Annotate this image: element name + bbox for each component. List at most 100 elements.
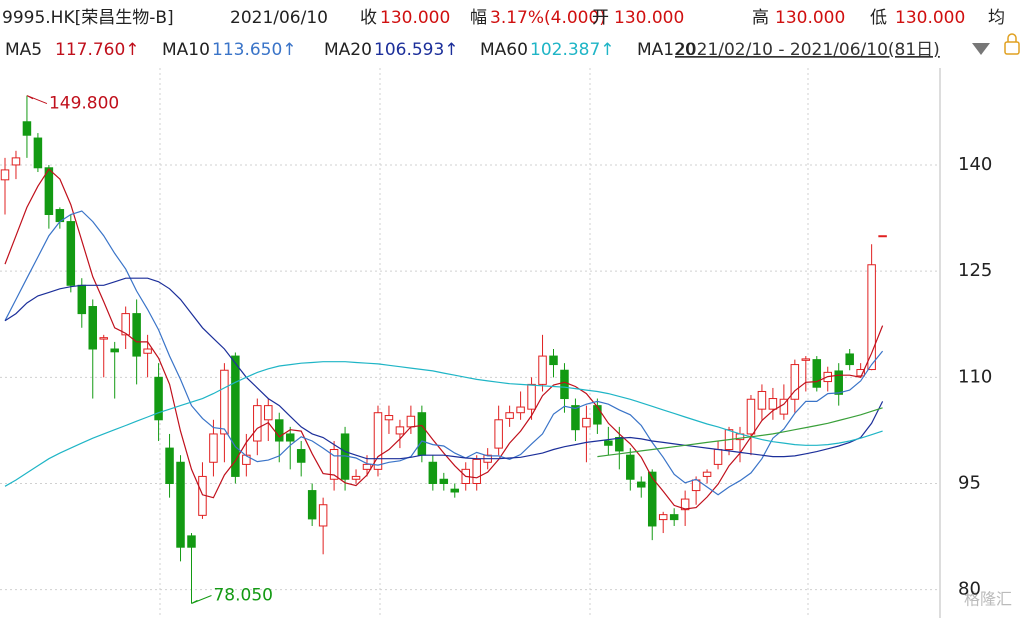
candle-body [658, 514, 668, 521]
ma-line [4, 277, 884, 460]
y-tick-label: 110 [958, 366, 992, 387]
legend-value: 102.387↑ [530, 40, 615, 60]
candle-body [604, 440, 613, 446]
candle-body [768, 398, 778, 410]
candle-body [110, 348, 119, 353]
candle-body [834, 370, 843, 395]
legend-label: MA5 [5, 40, 42, 60]
date: 2021/06/10 [230, 8, 328, 28]
candle-body [494, 419, 503, 449]
quote-value: 130.000 [614, 8, 684, 28]
candle-body [220, 369, 229, 435]
legend-label: MA120 [637, 40, 696, 60]
candle-body [154, 376, 163, 421]
candle-body [615, 436, 624, 452]
legend-value: 106.593↑ [374, 40, 459, 60]
candle-body [549, 355, 558, 366]
legend-value: 113.650↑ [212, 40, 297, 60]
candle-body [187, 535, 196, 548]
candle-body [713, 449, 723, 465]
candle-body [669, 514, 679, 521]
candle-body [285, 433, 295, 442]
candle-body [801, 358, 811, 361]
quote-value: 130.000 [895, 8, 965, 28]
legend-value: 117.760↑ [55, 40, 140, 60]
quote-label: 开 [592, 8, 609, 28]
legend-label: MA10 [162, 40, 210, 60]
candle-body [395, 426, 405, 435]
quote-label: 低 [870, 8, 887, 28]
quote-label: 均 [988, 8, 1005, 28]
y-tick-label: 125 [958, 260, 992, 281]
candle-body [318, 504, 328, 527]
candle-body [867, 264, 876, 371]
candle-body [88, 306, 98, 350]
lock-icon [1007, 33, 1017, 42]
candle-body [812, 359, 822, 388]
candle-body [33, 137, 43, 169]
candle-body [702, 471, 712, 477]
candle-body [0, 169, 10, 181]
legend-label: MA20 [324, 40, 372, 60]
candle-body [560, 369, 569, 400]
candle-body [99, 337, 108, 340]
candle-body [516, 406, 525, 414]
quote-label: 收 [360, 8, 377, 28]
quote-value: 130.000 [380, 8, 450, 28]
candle-body [647, 471, 657, 527]
candle-body [329, 449, 339, 480]
candle-body [121, 313, 130, 336]
candle-body [538, 355, 547, 385]
candle-body [845, 353, 854, 366]
range[interactable]: 2021/02/10 - 2021/06/10(81日) [675, 40, 940, 60]
candle-body [362, 463, 372, 470]
candle-body [143, 348, 152, 354]
y-tick-label: 80 [958, 579, 981, 600]
dropdown-icon[interactable] [972, 43, 990, 55]
candle-body [209, 433, 218, 463]
candle-body [472, 458, 481, 484]
candle-body [373, 412, 383, 470]
candle-body [66, 221, 76, 286]
candle-body [428, 461, 438, 484]
candle-body [11, 157, 21, 166]
quote-value: 130.000 [775, 8, 845, 28]
candle-body [571, 405, 580, 431]
candle-body [593, 405, 602, 425]
candle-body [582, 417, 591, 428]
candle-body [231, 355, 240, 477]
annotation-pointer [26, 95, 48, 105]
candle-body [757, 390, 767, 410]
candle-body [637, 481, 646, 488]
candle-body [505, 412, 514, 419]
lock-icon[interactable] [1004, 41, 1020, 55]
candle-body [406, 415, 416, 428]
y-tick-label: 140 [958, 154, 992, 175]
quote-label: 幅 [470, 8, 487, 28]
candle-body [527, 383, 536, 410]
candle-body [22, 121, 32, 136]
candle-body [746, 398, 756, 435]
watermark: 格隆汇 [964, 590, 1012, 609]
quote-label: 高 [752, 8, 769, 28]
candle-body [626, 454, 635, 480]
candle-body [680, 498, 690, 511]
ma-line [597, 407, 883, 458]
candle-body [132, 313, 141, 357]
ma-line [4, 210, 884, 496]
candle-body [176, 461, 185, 548]
annotation-label: 78.050 [213, 585, 272, 605]
candle-body [450, 488, 460, 493]
candle-body [417, 412, 427, 456]
symbol: 9995.HK[荣昌生物-B] [2, 8, 174, 28]
annotation-label: 149.800 [49, 94, 119, 114]
ma-line [4, 168, 884, 510]
y-tick-label: 95 [958, 473, 981, 494]
candle-body [275, 419, 284, 442]
legend-label: MA60 [480, 40, 528, 60]
candle-body [264, 405, 273, 421]
candle-body [165, 447, 174, 484]
candle-body [77, 284, 87, 315]
annotation-pointer [191, 595, 212, 604]
